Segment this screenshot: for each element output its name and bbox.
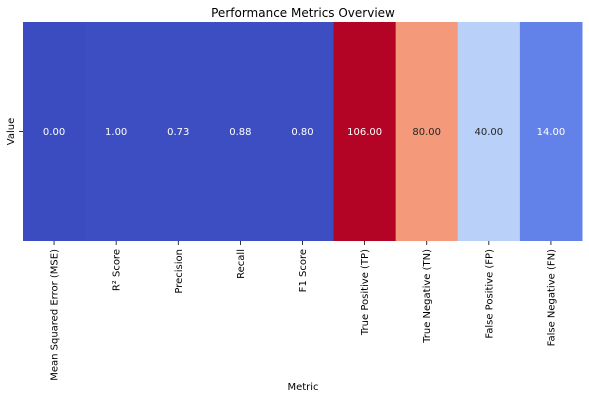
heatmap-cell <box>209 22 272 241</box>
heatmap-cell-labels: 0.00 1.00 0.73 0.88 0.80 106.00 80.00 40.00 14.0… <box>43 127 565 138</box>
x-tick-label: R² Score <box>112 249 123 291</box>
x-tick-label: Mean Squared Error (MSE) <box>50 249 61 381</box>
cell-value-label: 0.73 <box>167 127 189 138</box>
cell-value-label: 14.00 <box>537 127 566 138</box>
heatmap-cell <box>519 22 583 241</box>
x-axis-label: Metric <box>287 382 318 393</box>
heatmap-cell <box>395 22 459 241</box>
x-tick-label: Precision <box>174 249 185 294</box>
x-tick-label: True Negative (TN) <box>422 249 433 344</box>
x-tick-label: True Positive (TP) <box>360 249 371 336</box>
cell-value-label: 0.80 <box>291 127 313 138</box>
cell-value-label: 0.88 <box>229 127 251 138</box>
y-axis: Value <box>6 118 23 145</box>
cell-value-label: 106.00 <box>347 127 382 138</box>
cell-value-label: 1.00 <box>105 127 127 138</box>
cell-value-label: 0.00 <box>43 127 65 138</box>
x-tick-label: False Positive (FP) <box>484 249 495 339</box>
heatmap-cells <box>23 22 583 241</box>
y-tick-label: Value <box>6 118 17 145</box>
heatmap-cell <box>457 22 521 241</box>
heatmap-cell <box>147 22 210 241</box>
x-tick-label: Recall <box>236 249 247 279</box>
x-tick-label: False Negative (FN) <box>546 249 557 346</box>
heatmap-cell <box>333 22 397 241</box>
x-axis: Mean Squared Error (MSE) R² Score Precisio… <box>50 241 557 381</box>
chart-title: Performance Metrics Overview <box>211 6 395 20</box>
cell-value-label: 80.00 <box>412 127 441 138</box>
cell-value-label: 40.00 <box>475 127 504 138</box>
x-tick-label: F1 Score <box>298 249 309 292</box>
heatmap-cell <box>85 22 148 241</box>
heatmap-cell <box>271 22 335 241</box>
heatmap-cell <box>23 22 86 241</box>
